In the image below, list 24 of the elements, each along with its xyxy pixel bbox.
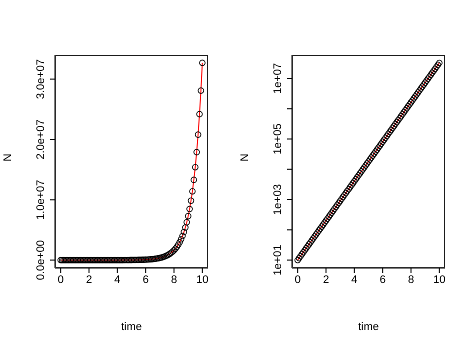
y-tick-label: 2.0e+07 <box>35 119 47 160</box>
x-tick-label: 10 <box>196 274 208 286</box>
y-tick-label: 1e+07 <box>272 63 284 94</box>
x-axis-title: time <box>121 321 142 333</box>
x-tick-label: 6 <box>380 274 386 286</box>
x-tick-label: 10 <box>433 274 446 286</box>
x-tick-label: 2 <box>86 274 92 286</box>
y-axis-title: N <box>2 154 14 162</box>
x-tick-label: 2 <box>322 274 330 286</box>
x-tick-label: 8 <box>170 274 178 286</box>
y-tick-label: 0.0e+00 <box>35 240 47 280</box>
x-tick-label: 0 <box>58 274 64 286</box>
x-tick-label: 6 <box>142 274 149 286</box>
y-tick-label: 1e+03 <box>272 184 284 216</box>
y-tick-label: 3.0e+07 <box>35 59 47 100</box>
y-axis-title: N <box>238 154 251 162</box>
x-axis-title: time <box>358 321 379 333</box>
y-tick-label: 1.0e+07 <box>35 180 47 220</box>
x-tick-label: 0 <box>294 274 301 286</box>
y-tick-label: 1e+05 <box>272 124 284 154</box>
y-tick-label: 1e+01 <box>272 244 284 276</box>
x-tick-label: 8 <box>408 274 414 286</box>
x-tick-label: 4 <box>114 274 120 286</box>
x-tick-label: 4 <box>351 274 358 286</box>
